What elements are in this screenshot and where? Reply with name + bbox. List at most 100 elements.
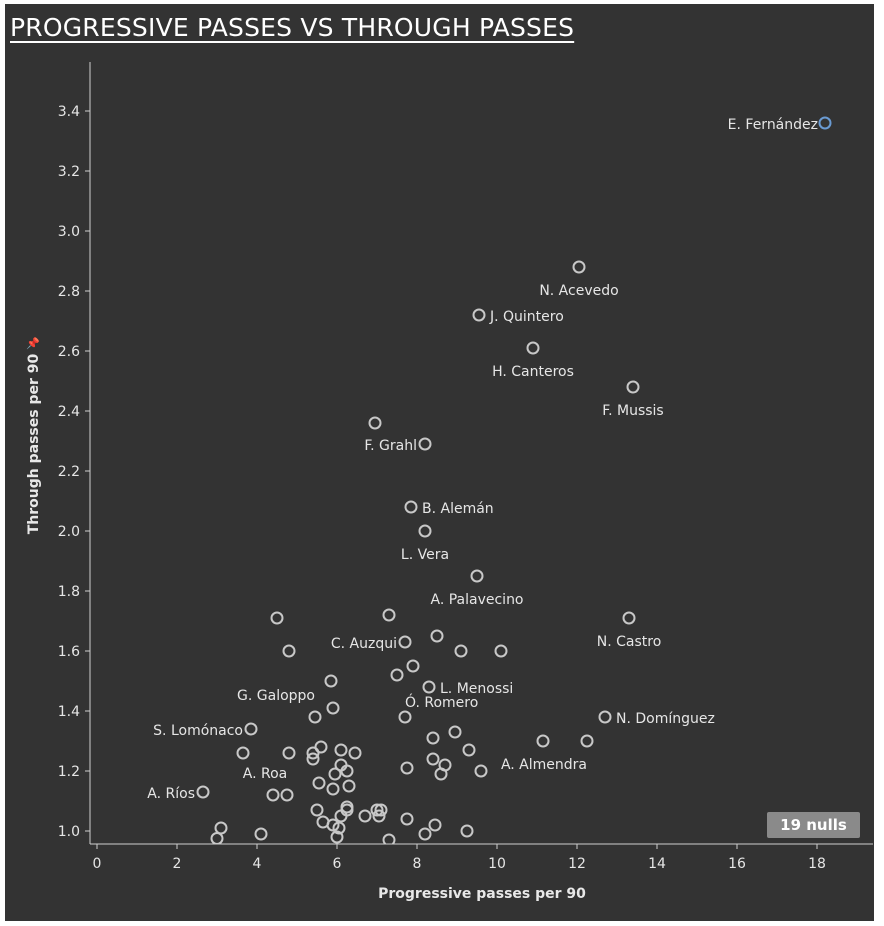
x-tick-label: 16 (728, 856, 746, 872)
data-point[interactable] (334, 809, 348, 823)
data-point-n-castro[interactable] (622, 611, 636, 625)
data-point[interactable] (460, 824, 474, 838)
y-tick-label: 3.0 (58, 224, 80, 240)
data-point[interactable] (210, 832, 224, 844)
chart-title: PROGRESSIVE PASSES VS THROUGH PASSES (10, 13, 575, 42)
y-axis-title: Through passes per 90 (26, 353, 42, 535)
nulls-indicator[interactable]: 19 nulls (767, 812, 860, 838)
data-point-g-galoppo[interactable] (308, 710, 322, 724)
y-tick-label: 1.8 (58, 584, 80, 600)
data-point-f-mussis[interactable] (626, 380, 640, 394)
x-tick-label: 0 (93, 856, 102, 872)
x-axis-title: Progressive passes per 90 (378, 886, 586, 902)
data-point[interactable] (374, 803, 388, 817)
data-point[interactable] (418, 827, 432, 841)
data-point[interactable] (368, 416, 382, 430)
data-point[interactable] (406, 659, 420, 673)
data-point[interactable] (324, 674, 338, 688)
x-tick-label: 12 (568, 856, 586, 872)
y-tick-label: 1.6 (58, 644, 80, 660)
data-point[interactable] (312, 776, 326, 790)
data-point[interactable] (306, 752, 320, 766)
data-point[interactable] (428, 818, 442, 832)
point-label: A. Palavecino (430, 592, 523, 608)
point-label: N. Castro (597, 634, 662, 650)
y-tick-label: 3.4 (58, 104, 80, 120)
point-label: L. Vera (401, 547, 449, 563)
y-tick-label: 3.2 (58, 164, 80, 180)
data-point[interactable] (310, 803, 324, 817)
data-point[interactable] (536, 734, 550, 748)
data-point-b-alem-n[interactable] (404, 500, 418, 514)
data-point[interactable] (370, 803, 384, 817)
data-point[interactable] (330, 830, 344, 844)
y-tick-label: 2.2 (58, 464, 80, 480)
data-point[interactable] (334, 743, 348, 757)
data-point[interactable] (430, 629, 444, 643)
data-point[interactable] (358, 809, 372, 823)
data-point[interactable] (454, 644, 468, 658)
data-point[interactable] (326, 701, 340, 715)
data-point[interactable] (462, 743, 476, 757)
data-point-h-canteros[interactable] (526, 341, 540, 355)
x-tick-label: 6 (333, 856, 342, 872)
x-tick-label: 8 (413, 856, 422, 872)
point-label: F. Mussis (602, 403, 663, 419)
data-point-j-quintero[interactable] (472, 308, 486, 322)
data-point[interactable] (282, 746, 296, 760)
data-point[interactable] (448, 725, 462, 739)
point-label: G. Galoppo (237, 688, 315, 704)
y-tick-label: 2.6 (58, 344, 80, 360)
pin-icon[interactable]: 📌 (26, 337, 40, 350)
data-point[interactable] (426, 752, 440, 766)
data-point-l-menossi[interactable] (422, 680, 436, 694)
x-tick-label: 18 (808, 856, 826, 872)
point-label: H. Canteros (492, 364, 574, 380)
data-point[interactable] (342, 779, 356, 793)
data-point[interactable] (254, 827, 268, 841)
data-point-l-vera[interactable] (418, 524, 432, 538)
data-point-a-r-os[interactable] (196, 785, 210, 799)
data-point-a-palavecino[interactable] (470, 569, 484, 583)
data-point-a-almendra[interactable] (580, 734, 594, 748)
data-point[interactable] (328, 767, 342, 781)
point-label: A. Ríos (147, 786, 195, 802)
data-point[interactable] (270, 611, 284, 625)
data-point-c-auzqui[interactable] (398, 635, 412, 649)
data-point[interactable] (382, 608, 396, 622)
data-point[interactable] (400, 761, 414, 775)
data-point[interactable] (280, 788, 294, 802)
data-point[interactable] (390, 668, 404, 682)
data-point[interactable] (400, 812, 414, 826)
data-point[interactable] (372, 809, 386, 823)
data-point[interactable] (348, 746, 362, 760)
data-point[interactable] (340, 764, 354, 778)
point-label: S. Lomónaco (153, 723, 243, 739)
data-point-s-lom-naco[interactable] (244, 722, 258, 736)
data-point[interactable] (326, 782, 340, 796)
point-label: Ó. Romero (405, 693, 478, 711)
data-point[interactable] (306, 746, 320, 760)
data-point[interactable] (426, 731, 440, 745)
point-label: L. Menossi (440, 681, 513, 697)
data-point[interactable] (434, 767, 448, 781)
data-point[interactable] (332, 821, 346, 835)
data-point[interactable] (474, 764, 488, 778)
data-point-romero[interactable] (398, 710, 412, 724)
data-point[interactable] (340, 800, 354, 814)
data-point[interactable] (266, 788, 280, 802)
x-tick-label: 14 (648, 856, 666, 872)
data-point[interactable] (214, 821, 228, 835)
data-point-a-roa[interactable] (236, 746, 250, 760)
data-point[interactable] (282, 644, 296, 658)
data-point[interactable] (494, 644, 508, 658)
data-point-e-fern-ndez[interactable] (818, 116, 832, 130)
data-point[interactable] (382, 833, 396, 846)
data-point-f-grahl[interactable] (418, 437, 432, 451)
point-label: N. Domínguez (616, 711, 715, 727)
data-point-n-acevedo[interactable] (572, 260, 586, 274)
x-tick-label: 10 (488, 856, 506, 872)
x-tick-label: 2 (173, 856, 182, 872)
data-point-n-dom-nguez[interactable] (598, 710, 612, 724)
